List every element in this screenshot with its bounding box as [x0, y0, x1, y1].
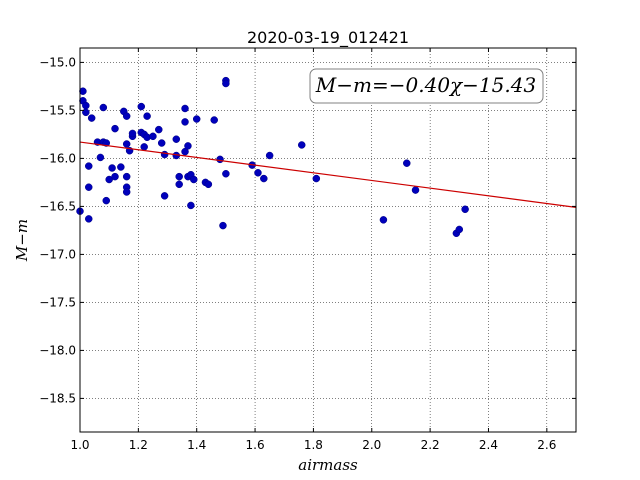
y-tick-label: −18.0	[39, 343, 76, 357]
data-point	[210, 116, 218, 124]
data-point	[222, 170, 230, 178]
data-point	[297, 141, 306, 149]
data-point	[455, 225, 464, 234]
data-point	[222, 79, 230, 88]
data-point	[204, 180, 213, 189]
x-tick-label: 2.6	[537, 438, 556, 452]
fit-equation: M−m=−0.40χ−15.43	[315, 73, 536, 97]
data-point	[111, 172, 119, 181]
data-point	[96, 153, 105, 162]
data-point	[137, 102, 146, 111]
x-tick-label: 2.4	[479, 438, 498, 452]
data-point	[102, 196, 111, 205]
data-point	[108, 164, 116, 172]
y-tick-label: −18.5	[39, 391, 76, 405]
data-point	[254, 169, 262, 177]
data-point	[122, 112, 131, 120]
data-point	[187, 201, 195, 210]
data-point	[312, 174, 321, 183]
x-tick-label: 1.8	[304, 438, 323, 452]
data-point	[172, 135, 181, 143]
data-point	[140, 143, 148, 151]
fit-line	[79, 141, 577, 208]
y-tick-label: −15.0	[39, 55, 76, 69]
data-point	[190, 175, 198, 184]
y-tick-label: −16.5	[39, 199, 76, 213]
x-axis-label: airmass	[298, 456, 358, 474]
data-point	[122, 172, 131, 181]
data-point	[85, 162, 93, 170]
annotation-box	[309, 68, 544, 104]
data-point	[192, 115, 201, 123]
x-tick-label: 1.6	[246, 438, 265, 452]
data-point	[379, 216, 388, 224]
data-point	[82, 101, 90, 110]
data-point	[403, 159, 411, 167]
data-point	[160, 192, 169, 200]
data-point	[181, 118, 189, 126]
data-point	[128, 129, 137, 138]
data-point	[411, 186, 420, 194]
data-point	[117, 163, 125, 171]
data-point	[85, 183, 93, 191]
x-tick-label: 2.2	[421, 438, 440, 452]
y-tick-label: −17.0	[39, 247, 76, 261]
data-point	[79, 87, 87, 95]
y-tick-label: −17.5	[39, 295, 76, 309]
data-point	[265, 151, 274, 160]
data-point	[219, 221, 227, 230]
data-point	[122, 188, 131, 196]
data-point	[155, 125, 163, 134]
data-point	[175, 180, 183, 189]
fit-annotation: M−m=−0.40χ−15.43	[309, 68, 544, 104]
data-point	[82, 108, 90, 117]
data-point	[184, 142, 192, 150]
y-tick-label: −16.0	[39, 151, 76, 165]
x-tick-label: 2.0	[362, 438, 381, 452]
y-tick-label: −15.5	[39, 103, 76, 117]
data-point	[260, 174, 268, 183]
data-point	[99, 103, 108, 112]
y-axis-label: M−m	[13, 219, 31, 262]
data-point	[87, 114, 96, 122]
data-point	[143, 112, 151, 120]
data-point	[461, 205, 469, 214]
data-point	[111, 124, 119, 133]
data-point	[175, 172, 183, 181]
data-point	[85, 215, 93, 223]
x-tick-label: 1.0	[70, 438, 89, 452]
x-tick-label: 1.2	[129, 438, 148, 452]
plot-frame	[79, 47, 577, 433]
chart-title: 2020-03-19_012421	[247, 28, 409, 48]
data-point	[181, 104, 189, 113]
x-tick-label: 1.4	[187, 438, 206, 452]
data-point	[160, 150, 169, 159]
data-point	[122, 140, 131, 148]
data-point	[149, 132, 157, 141]
data-point	[216, 155, 224, 164]
data-point	[157, 139, 166, 147]
